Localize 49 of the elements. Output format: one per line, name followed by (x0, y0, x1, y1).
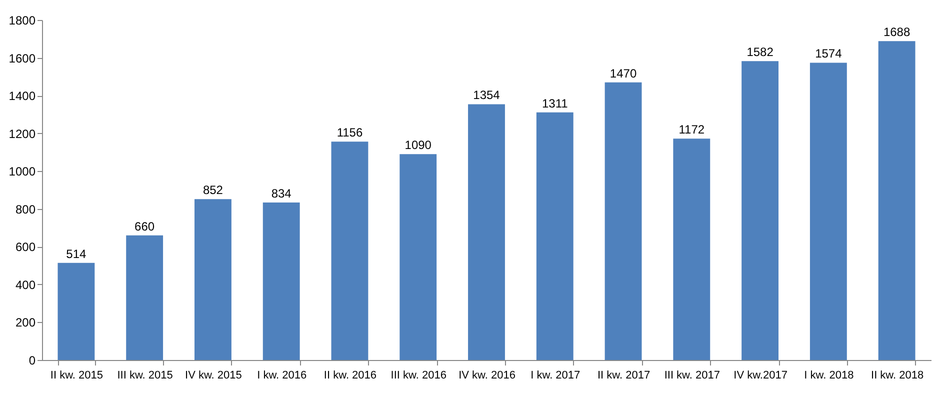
bar (468, 104, 505, 360)
bar (536, 112, 574, 360)
x-tick-label: I kw. 2017 (530, 370, 580, 382)
data-label: 1688 (883, 25, 910, 40)
data-label: 1311 (542, 96, 568, 110)
data-label: 1470 (610, 66, 637, 80)
y-tick-label: 400 (15, 278, 36, 292)
bar (742, 61, 778, 360)
bar (604, 82, 642, 360)
data-label: 1574 (815, 46, 842, 61)
x-tick-label: III kw. 2016 (390, 370, 446, 382)
x-tick-label: II kw. 2018 (871, 370, 924, 382)
x-tick-label: II kw. 2015 (50, 370, 103, 382)
bar (400, 154, 437, 360)
data-label: 1172 (678, 122, 705, 137)
bar (262, 202, 300, 360)
x-tick-label: III kw. 2015 (117, 370, 173, 382)
x-tick-label: II kw. 2016 (324, 370, 377, 382)
bar (194, 199, 232, 360)
x-tick-label: III kw. 2017 (664, 370, 720, 382)
bar (58, 262, 95, 360)
x-tick-label: II kw. 2017 (597, 370, 650, 382)
bar (126, 235, 164, 360)
y-tick-label: 1600 (8, 51, 36, 66)
data-label: 1354 (473, 88, 500, 102)
data-label: 1090 (404, 138, 432, 152)
data-label: 514 (66, 246, 87, 261)
y-tick-label: 1800 (8, 14, 36, 28)
x-tick-label: IV kw.2017 (734, 370, 788, 382)
data-label: 1156 (336, 126, 363, 140)
y-tick-label: 600 (15, 240, 36, 254)
x-tick-label: IV kw. 2015 (185, 370, 242, 382)
data-label: 834 (271, 186, 292, 200)
bar (878, 41, 916, 360)
y-tick-label: 1000 (8, 164, 36, 179)
y-tick-label: 1200 (8, 126, 36, 141)
y-tick-label: 0 (28, 354, 36, 368)
y-tick-label: 1400 (8, 89, 36, 104)
bar (331, 142, 368, 360)
x-tick-label: I kw. 2018 (804, 370, 854, 382)
data-label: 660 (134, 219, 155, 234)
data-label: 1582 (746, 45, 774, 60)
x-tick-label: I kw. 2016 (257, 370, 307, 382)
x-tick-label: IV kw. 2016 (458, 370, 516, 382)
y-tick-label: 200 (15, 316, 36, 330)
y-tick-label: 800 (15, 202, 36, 216)
data-label: 852 (202, 183, 224, 198)
bar (810, 62, 847, 360)
bar (673, 138, 710, 360)
